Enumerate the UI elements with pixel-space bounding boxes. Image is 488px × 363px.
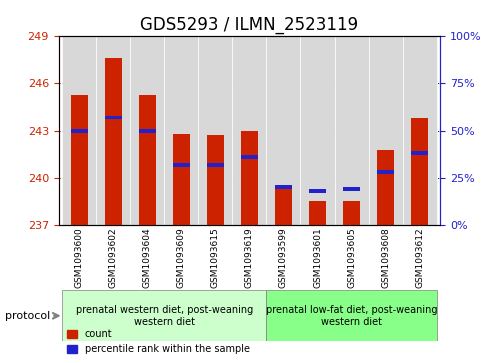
Text: protocol: protocol (5, 311, 50, 321)
Bar (343, 187, 359, 191)
Bar (410, 151, 427, 155)
FancyBboxPatch shape (266, 290, 436, 341)
Legend: count, percentile rank within the sample: count, percentile rank within the sample (63, 326, 253, 358)
FancyBboxPatch shape (334, 36, 368, 225)
Bar (308, 201, 325, 225)
Text: GSM1093605: GSM1093605 (346, 227, 355, 288)
Text: prenatal western diet, post-weaning
western diet: prenatal western diet, post-weaning west… (76, 305, 252, 327)
Bar (206, 163, 224, 167)
FancyBboxPatch shape (402, 36, 436, 225)
FancyBboxPatch shape (300, 36, 334, 225)
Text: prenatal low-fat diet, post-weaning
western diet: prenatal low-fat diet, post-weaning west… (265, 305, 436, 327)
Bar (172, 163, 189, 167)
Text: GSM1093602: GSM1093602 (108, 227, 118, 287)
FancyBboxPatch shape (130, 36, 164, 225)
FancyBboxPatch shape (368, 36, 402, 225)
Text: GSM1093599: GSM1093599 (278, 227, 287, 288)
Bar (104, 58, 122, 225)
FancyBboxPatch shape (164, 36, 198, 225)
FancyBboxPatch shape (62, 36, 96, 225)
Text: GSM1093609: GSM1093609 (177, 227, 185, 288)
Bar (241, 131, 257, 225)
Text: GSM1093619: GSM1093619 (244, 227, 253, 288)
FancyBboxPatch shape (62, 290, 266, 341)
FancyBboxPatch shape (232, 36, 266, 225)
Bar (172, 134, 189, 225)
Bar (70, 129, 87, 132)
Text: GSM1093615: GSM1093615 (210, 227, 220, 288)
Text: GSM1093608: GSM1093608 (380, 227, 389, 288)
Bar (104, 115, 122, 119)
Bar (70, 94, 87, 225)
Bar (206, 135, 224, 225)
Bar (308, 189, 325, 193)
Text: GSM1093600: GSM1093600 (75, 227, 83, 288)
Text: GSM1093601: GSM1093601 (312, 227, 321, 288)
FancyBboxPatch shape (198, 36, 232, 225)
Bar (376, 150, 393, 225)
Bar (139, 129, 155, 132)
Bar (274, 185, 291, 189)
Bar (139, 94, 155, 225)
Bar (241, 155, 257, 159)
Bar (274, 186, 291, 225)
Bar (410, 118, 427, 225)
Bar (343, 201, 359, 225)
Bar (376, 170, 393, 174)
Title: GDS5293 / ILMN_2523119: GDS5293 / ILMN_2523119 (140, 16, 358, 34)
Text: GSM1093612: GSM1093612 (414, 227, 423, 287)
FancyBboxPatch shape (96, 36, 130, 225)
FancyBboxPatch shape (266, 36, 300, 225)
Text: GSM1093604: GSM1093604 (142, 227, 151, 287)
